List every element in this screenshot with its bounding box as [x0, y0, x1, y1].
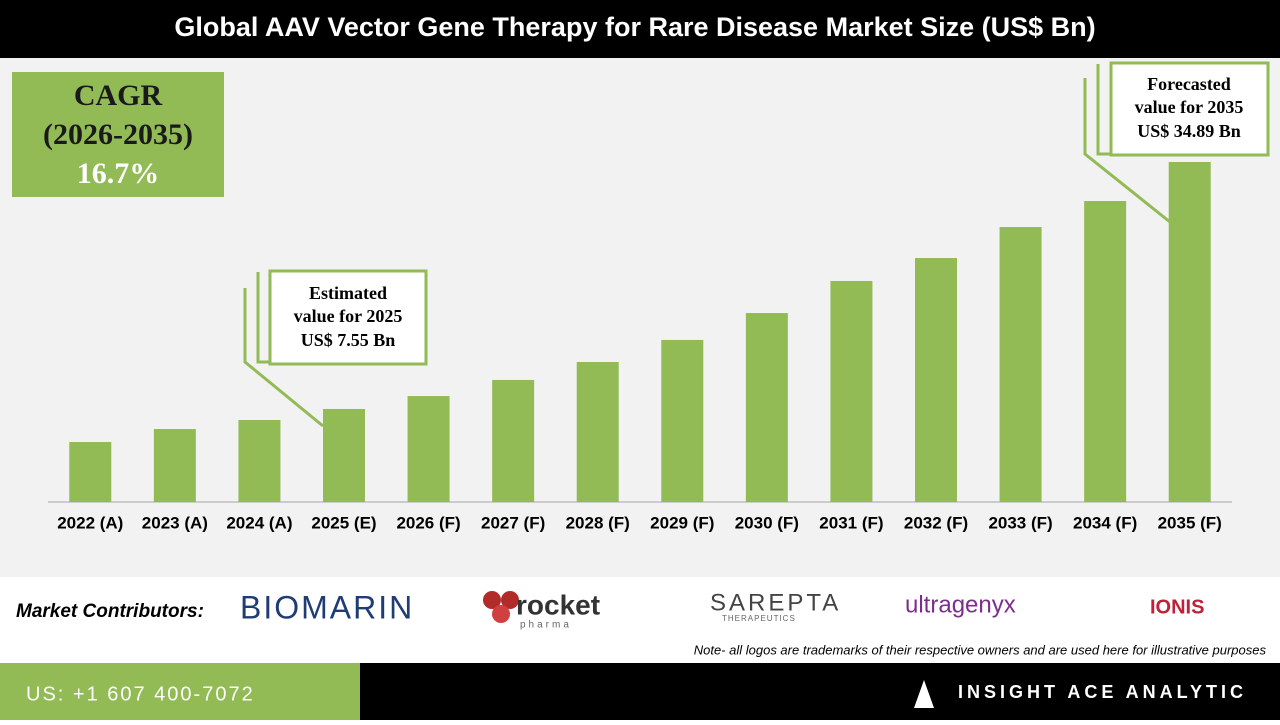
callout-text: value for 2025: [294, 306, 403, 326]
logo: IONIS: [1150, 596, 1204, 618]
note: Note- all logos are trademarks of their …: [694, 642, 1267, 657]
bar: [915, 258, 957, 502]
cagr-label: CAGR: [74, 79, 163, 112]
x-tick-label: 2034 (F): [1073, 513, 1137, 532]
bar: [1084, 201, 1127, 502]
bar: [661, 339, 704, 502]
x-tick-label: 2022 (A): [57, 513, 123, 532]
phone-bar: [0, 663, 360, 720]
callout-text: Estimated: [309, 283, 387, 303]
x-tick-label: 2026 (F): [396, 513, 460, 532]
x-tick-label: 2030 (F): [735, 513, 799, 532]
bar: [492, 379, 535, 502]
x-tick-label: 2027 (F): [481, 513, 545, 532]
callout-box: [268, 269, 428, 366]
bar: [1168, 162, 1211, 502]
bar: [576, 361, 619, 502]
logo: rocket: [516, 589, 600, 620]
callout-connector: [1083, 78, 1171, 224]
bar: [323, 408, 365, 502]
cagr-period: (2026-2035): [43, 118, 193, 151]
chart-title: Global AAV Vector Gene Therapy for Rare …: [174, 12, 1095, 42]
x-tick-label: 2031 (F): [819, 513, 883, 532]
callout-text: US$ 7.55 Bn: [301, 330, 396, 350]
bar: [999, 227, 1042, 502]
cagr-box: [12, 72, 224, 197]
logo-icon: [483, 591, 519, 623]
x-tick-label: 2025 (E): [311, 513, 376, 532]
title-bar: [0, 0, 1280, 58]
x-tick-label: 2033 (F): [988, 513, 1052, 532]
callout-bracket: [256, 272, 269, 364]
phone: US: +1 607 400-7072: [26, 683, 255, 705]
brand-bar: [360, 663, 1280, 720]
bar: [153, 429, 196, 502]
callout-text: value for 2035: [1135, 97, 1244, 117]
logo: ultragenyx: [905, 591, 1016, 618]
brand: INSIGHT ACE ANALYTIC: [958, 682, 1247, 702]
callout-text: Forecasted: [1147, 74, 1231, 94]
cagr-value: 16.7%: [77, 157, 160, 190]
bar: [745, 313, 788, 502]
logo: THERAPEUTICS: [722, 614, 796, 623]
x-tick-label: 2029 (F): [650, 513, 714, 532]
callout-bracket: [1096, 64, 1110, 156]
callout-box: [1109, 61, 1270, 157]
callout-text: US$ 34.89 Bn: [1137, 121, 1241, 141]
brand-icon: [914, 680, 934, 708]
logo: SAREPTA: [710, 589, 841, 616]
bar: [238, 419, 281, 502]
x-tick-label: 2032 (F): [904, 513, 968, 532]
x-tick-label: 2028 (F): [566, 513, 630, 532]
bar: [69, 442, 112, 502]
callout-connector: [243, 288, 324, 428]
bar: [407, 396, 450, 502]
x-tick-label: 2023 (A): [142, 513, 208, 532]
logo: pharma: [520, 620, 572, 631]
bar: [830, 280, 873, 502]
x-tick-label: 2035 (F): [1158, 513, 1222, 532]
x-tick-label: 2024 (A): [226, 513, 292, 532]
logo: BIOMARIN: [240, 589, 414, 625]
contributors-label: Market Contributors:: [16, 601, 204, 622]
